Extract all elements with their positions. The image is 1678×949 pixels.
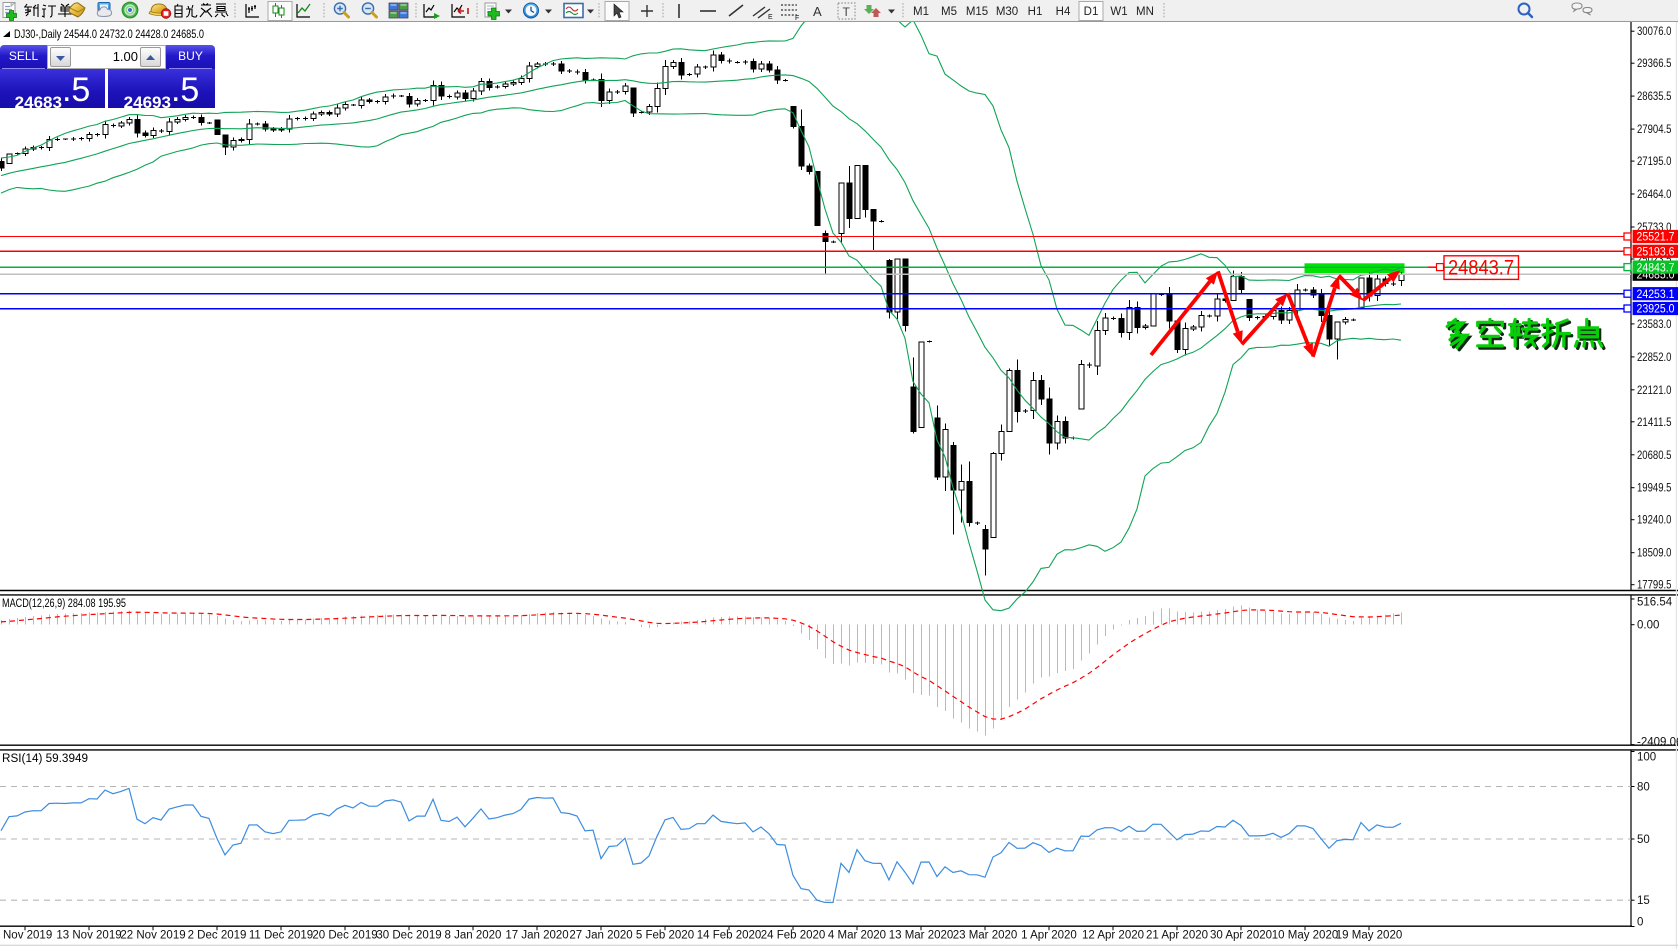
svg-text:19240.0: 19240.0 — [1637, 515, 1672, 527]
svg-text:27 Jan 2020: 27 Jan 2020 — [569, 930, 632, 942]
svg-text:26464.0: 26464.0 — [1637, 189, 1672, 201]
svg-text:0: 0 — [1637, 917, 1643, 929]
svg-text:19 May 2020: 19 May 2020 — [1336, 930, 1403, 942]
svg-text:21 Apr 2020: 21 Apr 2020 — [1146, 930, 1208, 942]
svg-text:A: A — [813, 4, 822, 19]
svg-text:13 Mar 2020: 13 Mar 2020 — [889, 930, 954, 942]
svg-text:8 Jan 2020: 8 Jan 2020 — [445, 930, 502, 942]
svg-text:MN: MN — [1136, 6, 1154, 18]
svg-text:24 Feb 2020: 24 Feb 2020 — [761, 930, 826, 942]
svg-text:23 Mar 2020: 23 Mar 2020 — [953, 930, 1018, 942]
svg-text:28635.5: 28635.5 — [1637, 91, 1672, 103]
svg-text:25521.7: 25521.7 — [1637, 232, 1675, 244]
svg-text:E: E — [768, 14, 773, 21]
svg-text:25193.6: 25193.6 — [1637, 247, 1675, 259]
svg-text:T: T — [843, 5, 851, 19]
svg-text:RSI(14) 59.3949: RSI(14) 59.3949 — [2, 753, 88, 765]
svg-text:27195.0: 27195.0 — [1637, 156, 1672, 168]
svg-text:H1: H1 — [1028, 6, 1043, 18]
svg-text:M30: M30 — [996, 6, 1018, 18]
svg-text:15: 15 — [1637, 895, 1650, 907]
svg-text:1 Apr 2020: 1 Apr 2020 — [1021, 930, 1077, 942]
svg-text:W1: W1 — [1110, 6, 1127, 18]
svg-text:21411.5: 21411.5 — [1637, 417, 1672, 429]
svg-text:22 Nov 2019: 22 Nov 2019 — [120, 930, 185, 942]
svg-text:23583.0: 23583.0 — [1637, 319, 1672, 331]
svg-text:Nov 2019: Nov 2019 — [3, 930, 52, 942]
svg-text:14 Feb 2020: 14 Feb 2020 — [697, 930, 762, 942]
svg-text:17 Jan 2020: 17 Jan 2020 — [505, 930, 568, 942]
svg-text:24253.1: 24253.1 — [1637, 289, 1675, 301]
svg-text:24843.7: 24843.7 — [1448, 256, 1514, 280]
svg-text:50: 50 — [1637, 834, 1650, 846]
svg-text:516.54: 516.54 — [1637, 597, 1673, 609]
svg-text:2 Dec 2019: 2 Dec 2019 — [188, 930, 247, 942]
svg-text:MACD(12,26,9) 284.08 195.95: MACD(12,26,9) 284.08 195.95 — [2, 598, 126, 610]
svg-text:H4: H4 — [1056, 6, 1071, 18]
svg-text:22852.0: 22852.0 — [1637, 352, 1672, 364]
svg-text:27904.5: 27904.5 — [1637, 124, 1672, 136]
svg-text:22121.0: 22121.0 — [1637, 385, 1672, 397]
svg-text:17799.5: 17799.5 — [1637, 580, 1672, 592]
svg-text:4 Mar 2020: 4 Mar 2020 — [828, 930, 886, 942]
svg-text:23925.0: 23925.0 — [1637, 304, 1675, 316]
svg-text:12 Apr 2020: 12 Apr 2020 — [1082, 930, 1144, 942]
svg-text:20680.5: 20680.5 — [1637, 450, 1672, 462]
svg-text:20 Dec 2019: 20 Dec 2019 — [312, 930, 377, 942]
svg-text:M15: M15 — [966, 6, 988, 18]
svg-text:100: 100 — [1637, 752, 1656, 764]
svg-text:80: 80 — [1637, 782, 1650, 794]
svg-text:30 Apr 2020: 30 Apr 2020 — [1210, 930, 1272, 942]
svg-text:5 Feb 2020: 5 Feb 2020 — [636, 930, 694, 942]
svg-text:30 Dec 2019: 30 Dec 2019 — [376, 930, 441, 942]
svg-text:DJ30-,Daily 24544.0 24732.0 2: DJ30-,Daily 24544.0 24732.0 24428.0 2468… — [14, 27, 204, 41]
svg-text:13 Nov 2019: 13 Nov 2019 — [56, 930, 121, 942]
svg-text:29366.5: 29366.5 — [1637, 58, 1672, 70]
svg-text:19949.5: 19949.5 — [1637, 483, 1672, 495]
svg-text:11 Dec 2019: 11 Dec 2019 — [249, 930, 313, 942]
svg-text:18509.0: 18509.0 — [1637, 548, 1672, 560]
svg-text:30076.0: 30076.0 — [1637, 26, 1672, 38]
svg-text:24843.7: 24843.7 — [1637, 262, 1675, 274]
svg-text:M1: M1 — [913, 6, 929, 18]
svg-text:0.00: 0.00 — [1637, 620, 1659, 632]
svg-text:M5: M5 — [941, 6, 957, 18]
svg-text:F: F — [795, 15, 799, 22]
svg-text:D1: D1 — [1084, 6, 1099, 18]
svg-text:10 May 2020: 10 May 2020 — [1272, 930, 1339, 942]
svg-text:-2409.06: -2409.06 — [1637, 737, 1678, 749]
